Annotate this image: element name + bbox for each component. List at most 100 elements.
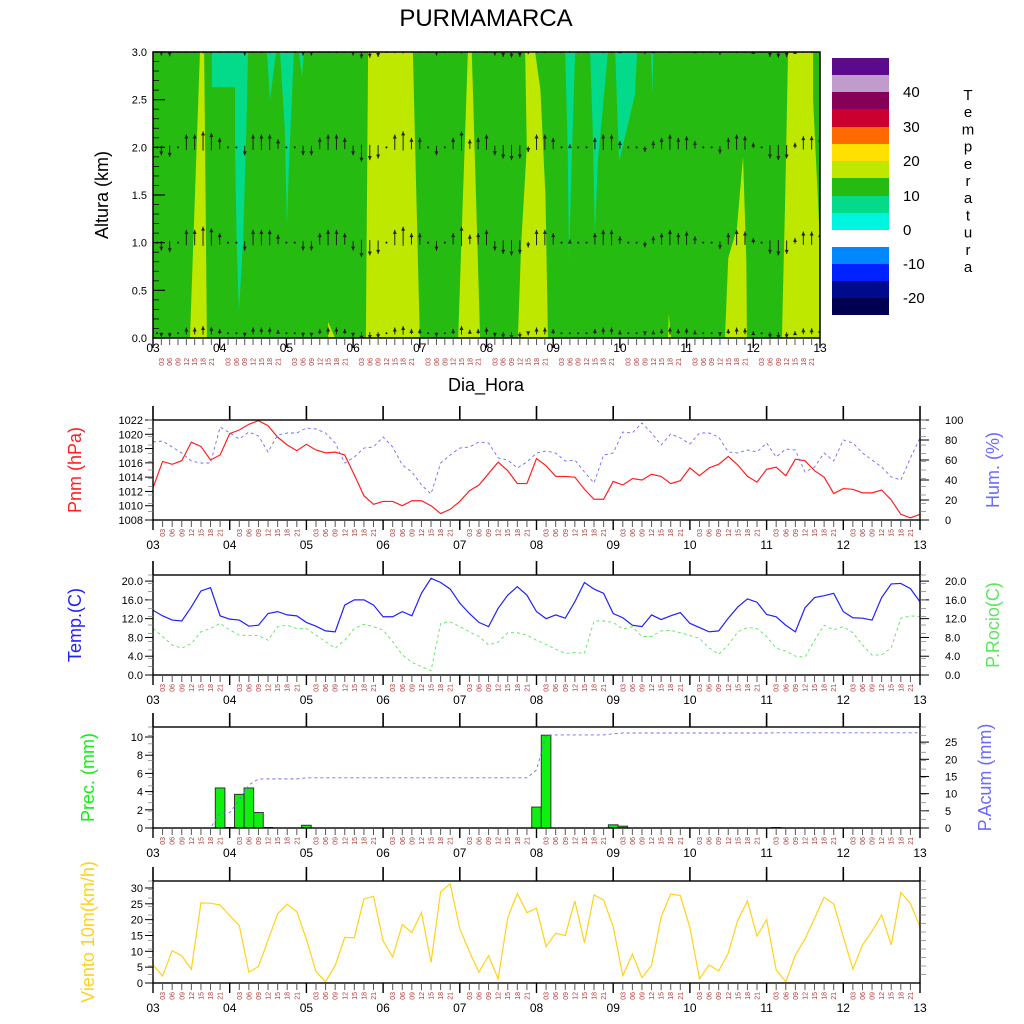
panel4-hour-label: 09 <box>870 992 877 1000</box>
contour-day-label: 13 <box>813 341 827 355</box>
panel4-hour-label: 06 <box>553 992 560 1000</box>
colorbar-box <box>832 264 889 281</box>
contour-day-label: 05 <box>280 341 294 355</box>
contour-hour-label: 09 <box>776 358 783 366</box>
wind-vector-head <box>784 154 789 159</box>
panel2-hour-label: 12 <box>496 684 503 692</box>
panel3-hour-label: 09 <box>793 837 800 845</box>
panel2-hour-label: 15 <box>198 684 205 692</box>
panel3-left-tick-label: 8 <box>137 750 143 762</box>
wind-vector-head <box>359 54 364 59</box>
contour-band-5-10 <box>615 52 638 162</box>
wind-vector-head <box>334 46 338 50</box>
panel4-hour-label: 18 <box>361 992 368 1000</box>
panel1-hour-label: 06 <box>860 529 867 537</box>
wind-vector-head <box>792 142 797 147</box>
contour-y-tick-label: 2.0 <box>132 142 147 154</box>
wind-vector-head <box>317 137 322 142</box>
wind-vector-dot <box>156 332 158 335</box>
wind-vector-head <box>459 326 464 331</box>
wind-vector-dot <box>235 146 238 149</box>
wind-vector-head <box>392 327 397 332</box>
panel1-hour-label: 15 <box>659 529 666 537</box>
wind-vector-head <box>251 229 256 234</box>
panel1-plot-area <box>153 420 920 520</box>
wind-vector-head <box>167 52 172 57</box>
panel3-hour-label: 09 <box>179 837 186 845</box>
colorbar-box <box>832 213 889 230</box>
contour-band-5-10 <box>280 52 294 228</box>
wind-vector-head <box>610 46 614 50</box>
panel3-hour-label: 18 <box>592 837 599 845</box>
series-line-pnm <box>152 420 921 519</box>
panel2-hour-label: 09 <box>870 684 877 692</box>
panel2-hour-label: 21 <box>218 684 225 692</box>
panel4-hour-label: 12 <box>266 992 273 1000</box>
colorbar-box <box>832 92 889 109</box>
wind-vector-head <box>301 52 305 56</box>
panel3-hour-label: 12 <box>342 837 349 845</box>
panel3-hour-label: 18 <box>208 837 215 845</box>
wind-vector-head <box>742 328 747 333</box>
wind-vector-head <box>417 328 422 333</box>
wind-vector-head <box>459 226 464 231</box>
wind-vector-dot <box>702 241 705 244</box>
contour-hour-label: 12 <box>517 358 524 366</box>
panel3-day-label: 13 <box>913 846 927 860</box>
contour-day-label: 03 <box>146 341 160 355</box>
wind-vector-head <box>642 148 647 153</box>
panel2-day-label: 09 <box>607 693 621 707</box>
panel1-hour-label: 06 <box>553 529 560 537</box>
wind-vector-head <box>684 328 689 333</box>
panel2-left-tick-label: 16.0 <box>122 595 143 607</box>
contour-band-5-10 <box>651 52 654 95</box>
wind-vector-head <box>542 229 547 234</box>
panel4-hour-label: 18 <box>668 992 675 1000</box>
panel4-day-label: 10 <box>683 1001 697 1015</box>
wind-vector-head <box>159 246 164 251</box>
panel3-hour-label: 06 <box>170 837 177 845</box>
panel1-hour-label: 06 <box>630 529 637 537</box>
contour-band-15-20 <box>189 52 207 338</box>
panel2-left-tick-label: 12.0 <box>122 614 143 626</box>
wind-vector-head <box>685 47 689 51</box>
panel4-hour-label: 06 <box>170 992 177 1000</box>
contour-band-5-10 <box>565 52 576 262</box>
panel4-hour-label: 06 <box>707 992 714 1000</box>
panel2-left-tick-label: 4.0 <box>128 651 143 663</box>
contour-hour-label: 09 <box>242 358 249 366</box>
panel1-hour-label: 09 <box>563 529 570 537</box>
panel2-hour-label: 18 <box>898 684 905 692</box>
wind-vector-head <box>692 140 697 145</box>
panel4-hour-label: 03 <box>237 992 244 1000</box>
wind-vector-head <box>801 328 806 333</box>
wind-vector-head <box>417 233 422 238</box>
panel2-hour-label: 06 <box>553 684 560 692</box>
panel4-left-tick-label: 20 <box>131 915 143 927</box>
wind-vector-head <box>201 131 206 136</box>
panel4-hour-label: 03 <box>160 992 167 1000</box>
contour-hour-label: 09 <box>309 358 316 366</box>
panel2-day-label: 04 <box>223 693 237 707</box>
wind-vector-dot <box>635 146 638 149</box>
precip-bar <box>243 787 255 829</box>
panel1-hour-label: 09 <box>486 529 493 537</box>
panel3-hour-label: 06 <box>783 837 790 845</box>
wind-vector-dot <box>385 332 388 335</box>
panel1-hour-label: 09 <box>333 529 340 537</box>
wind-vector-dot <box>177 146 180 149</box>
panel1-hour-label: 03 <box>160 529 167 537</box>
wind-vector-head <box>367 334 372 338</box>
panel3-right-tick-label: 5 <box>945 806 951 818</box>
panel2-hour-label: 12 <box>802 684 809 692</box>
panel2-hour-label: 18 <box>285 684 292 692</box>
wind-vector-head <box>542 327 547 332</box>
wind-vector-head <box>159 332 164 337</box>
panel2-hour-label: 12 <box>266 684 273 692</box>
panel1-day-label: 08 <box>530 538 544 552</box>
wind-vector-head <box>351 332 356 337</box>
panel4-day-label: 11 <box>760 1001 773 1015</box>
colorbar-title-letter: a <box>964 190 973 207</box>
contour-day-label: 12 <box>747 341 761 355</box>
wind-vector-head <box>742 136 747 141</box>
